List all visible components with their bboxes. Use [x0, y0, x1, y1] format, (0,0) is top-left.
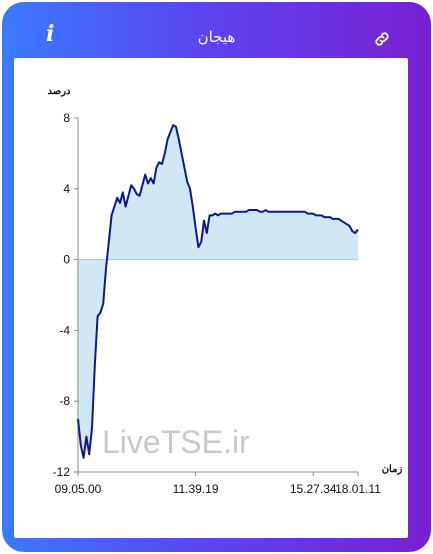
watermark: LiveTSE.ir	[102, 424, 250, 460]
y-tick-label: 0	[63, 253, 70, 267]
header: i هیجان	[2, 2, 431, 58]
series-line	[77, 124, 359, 459]
series-area	[78, 125, 358, 458]
info-icon[interactable]: i	[46, 21, 55, 47]
x-tick-label: 15.27.34	[290, 482, 337, 496]
link-icon[interactable]	[373, 30, 391, 48]
x-tick-label: 18.01.11	[335, 482, 381, 496]
y-tick-label: -12	[53, 465, 71, 479]
x-axis-label: زمان	[382, 464, 403, 475]
page-title: هیجان	[197, 28, 236, 46]
emotion-chart: درصد زمان LiveTSE.ir 8 4 0 -4 -8 -12 09.05.00 1…	[47, 86, 403, 496]
x-tick-label: 11.39.19	[173, 482, 219, 496]
y-axis-label: درصد	[47, 86, 71, 97]
y-tick-label: -8	[59, 394, 70, 408]
chart-card: درصد زمان LiveTSE.ir 8 4 0 -4 -8 -12 09.05.00 1…	[14, 58, 408, 538]
y-tick-label: -4	[59, 323, 70, 337]
x-tick-label: 09.05.00	[55, 482, 102, 496]
y-tick-label: 4	[63, 182, 70, 196]
y-tick-label: 8	[63, 111, 70, 125]
